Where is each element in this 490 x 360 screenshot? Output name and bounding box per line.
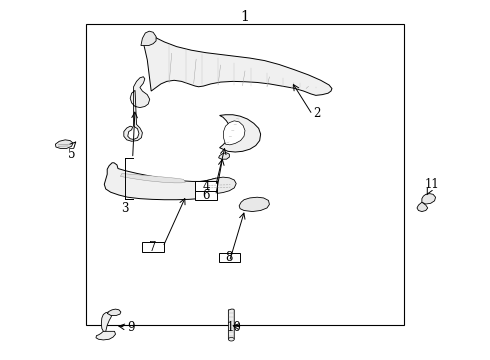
Polygon shape: [107, 309, 121, 316]
Polygon shape: [141, 31, 156, 45]
Text: 5: 5: [68, 148, 75, 161]
FancyBboxPatch shape: [143, 242, 164, 252]
Polygon shape: [55, 140, 73, 148]
Polygon shape: [219, 153, 229, 159]
Polygon shape: [223, 121, 245, 145]
Polygon shape: [220, 115, 261, 152]
Polygon shape: [121, 174, 185, 183]
Text: 6: 6: [202, 189, 210, 202]
FancyBboxPatch shape: [195, 181, 217, 191]
Polygon shape: [239, 197, 270, 212]
Polygon shape: [144, 37, 332, 95]
Text: 11: 11: [424, 179, 439, 192]
Text: 2: 2: [314, 107, 321, 120]
Polygon shape: [124, 77, 150, 141]
Text: 4: 4: [202, 180, 210, 193]
Text: 8: 8: [226, 251, 233, 264]
Polygon shape: [104, 163, 218, 200]
FancyBboxPatch shape: [219, 253, 240, 262]
Polygon shape: [101, 312, 112, 332]
Text: 7: 7: [149, 240, 157, 253]
Polygon shape: [417, 202, 428, 212]
Text: 9: 9: [127, 321, 134, 334]
FancyBboxPatch shape: [195, 191, 217, 201]
Polygon shape: [200, 177, 236, 194]
Bar: [86, 24, 404, 325]
Text: 1: 1: [241, 10, 249, 24]
Polygon shape: [422, 194, 436, 204]
Polygon shape: [96, 331, 116, 340]
Ellipse shape: [228, 337, 234, 341]
Polygon shape: [228, 309, 234, 341]
Text: 3: 3: [122, 202, 129, 215]
Text: 10: 10: [226, 321, 241, 334]
